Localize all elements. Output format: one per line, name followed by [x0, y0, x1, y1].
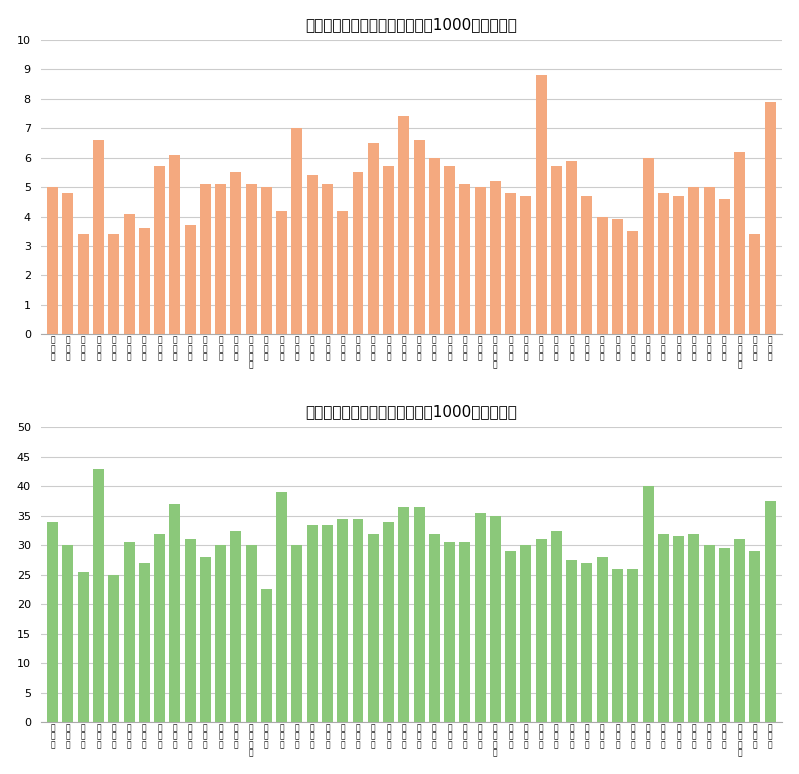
Bar: [612, 569, 623, 722]
Bar: [215, 546, 226, 722]
Bar: [688, 187, 699, 334]
Bar: [245, 546, 256, 722]
Title: 小学校における不登校の件数（1000人あたり）: 小学校における不登校の件数（1000人あたり）: [305, 17, 518, 32]
Bar: [78, 235, 89, 334]
Bar: [139, 563, 149, 722]
Bar: [444, 543, 455, 722]
Bar: [368, 143, 379, 334]
Bar: [261, 590, 272, 722]
Bar: [505, 551, 516, 722]
Bar: [642, 158, 654, 334]
Bar: [383, 522, 394, 722]
Bar: [765, 501, 776, 722]
Bar: [109, 575, 119, 722]
Bar: [582, 563, 592, 722]
Bar: [642, 486, 654, 722]
Bar: [673, 196, 684, 334]
Bar: [307, 525, 318, 722]
Bar: [352, 519, 364, 722]
Bar: [490, 515, 501, 722]
Title: 中学校における不登校の件数（1000人あたり）: 中学校における不登校の件数（1000人あたり）: [305, 404, 518, 420]
Bar: [93, 140, 104, 334]
Bar: [535, 539, 547, 722]
Bar: [520, 196, 531, 334]
Bar: [566, 160, 577, 334]
Bar: [337, 211, 348, 334]
Bar: [398, 116, 409, 334]
Bar: [597, 557, 608, 722]
Bar: [292, 128, 303, 334]
Bar: [612, 220, 623, 334]
Bar: [47, 522, 58, 722]
Bar: [169, 155, 181, 334]
Bar: [749, 551, 761, 722]
Bar: [368, 533, 379, 722]
Bar: [322, 525, 333, 722]
Bar: [719, 199, 729, 334]
Bar: [673, 536, 684, 722]
Bar: [139, 228, 149, 334]
Bar: [551, 166, 562, 334]
Bar: [124, 214, 134, 334]
Bar: [307, 175, 318, 334]
Bar: [429, 158, 439, 334]
Bar: [62, 193, 74, 334]
Bar: [582, 196, 592, 334]
Bar: [276, 492, 287, 722]
Bar: [566, 560, 577, 722]
Bar: [444, 166, 455, 334]
Bar: [688, 533, 699, 722]
Bar: [383, 166, 394, 334]
Bar: [658, 193, 669, 334]
Bar: [490, 181, 501, 334]
Bar: [169, 504, 181, 722]
Bar: [505, 193, 516, 334]
Bar: [597, 217, 608, 334]
Bar: [719, 548, 729, 722]
Bar: [459, 543, 471, 722]
Bar: [185, 225, 196, 334]
Bar: [292, 546, 303, 722]
Bar: [475, 187, 486, 334]
Bar: [124, 543, 134, 722]
Bar: [200, 557, 211, 722]
Bar: [414, 507, 424, 722]
Bar: [765, 101, 776, 334]
Bar: [154, 533, 165, 722]
Bar: [627, 231, 638, 334]
Bar: [337, 519, 348, 722]
Bar: [658, 533, 669, 722]
Bar: [704, 546, 714, 722]
Bar: [475, 513, 486, 722]
Bar: [535, 75, 547, 334]
Bar: [627, 569, 638, 722]
Bar: [230, 173, 241, 334]
Bar: [230, 530, 241, 722]
Bar: [520, 546, 531, 722]
Bar: [245, 184, 256, 334]
Bar: [429, 533, 439, 722]
Bar: [62, 546, 74, 722]
Bar: [78, 572, 89, 722]
Bar: [749, 235, 761, 334]
Bar: [551, 530, 562, 722]
Bar: [276, 211, 287, 334]
Bar: [47, 187, 58, 334]
Bar: [398, 507, 409, 722]
Bar: [200, 184, 211, 334]
Bar: [734, 152, 745, 334]
Bar: [704, 187, 714, 334]
Bar: [459, 184, 471, 334]
Bar: [734, 539, 745, 722]
Bar: [215, 184, 226, 334]
Bar: [261, 187, 272, 334]
Bar: [109, 235, 119, 334]
Bar: [185, 539, 196, 722]
Bar: [352, 173, 364, 334]
Bar: [93, 469, 104, 722]
Bar: [414, 140, 424, 334]
Bar: [154, 166, 165, 334]
Bar: [322, 184, 333, 334]
